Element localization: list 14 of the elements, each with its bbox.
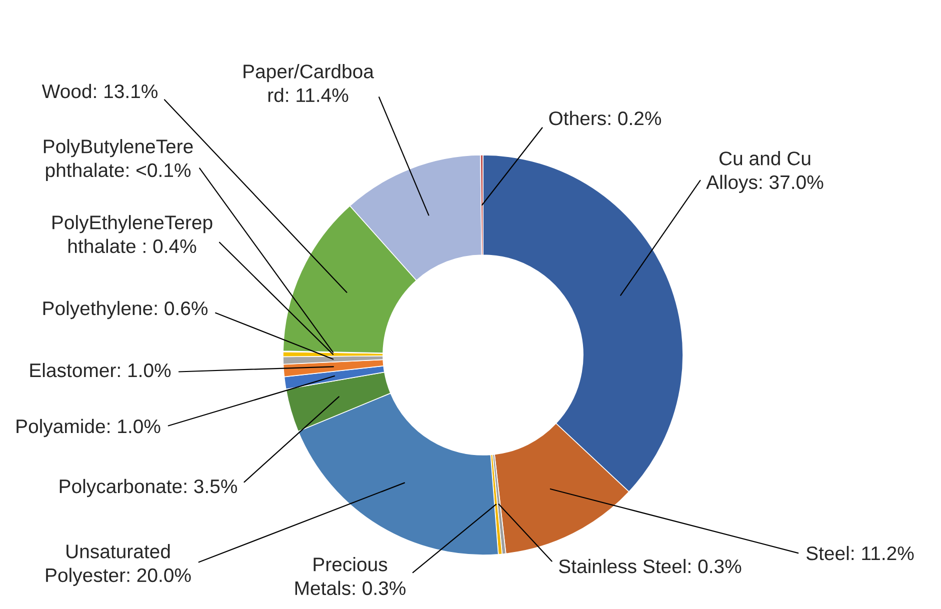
slice-label: Polyethylene: 0.6% [43, 300, 208, 320]
slice-label: Precious Metals: 0.3% [295, 557, 406, 596]
slice-label: Polyamide: 1.0% [16, 418, 160, 438]
slice-label: PolyEthyleneTerep hthalate : 0.4% [52, 215, 212, 254]
slice-label: Wood: 13.1% [42, 84, 158, 98]
slice-label: Stainless Steel: 0.3% [559, 558, 742, 574]
slice-label: Unsaturated Polyester: 20.0% [46, 544, 191, 586]
slice-label: Others: 0.2% [549, 110, 662, 126]
slice-label: Paper/Cardboa rd: 11.4% [244, 64, 374, 102]
slice-label: Steel: 11.2% [806, 546, 914, 560]
slice-label: Elastomer: 1.0% [30, 362, 171, 378]
slice-label: PolyButyleneTere phthalate: <0.1% [44, 139, 193, 181]
slice-label: Cu and Cu Alloys: 37.0% [706, 151, 824, 193]
slice-label: Polycarbonate: 3.5% [60, 478, 238, 498]
